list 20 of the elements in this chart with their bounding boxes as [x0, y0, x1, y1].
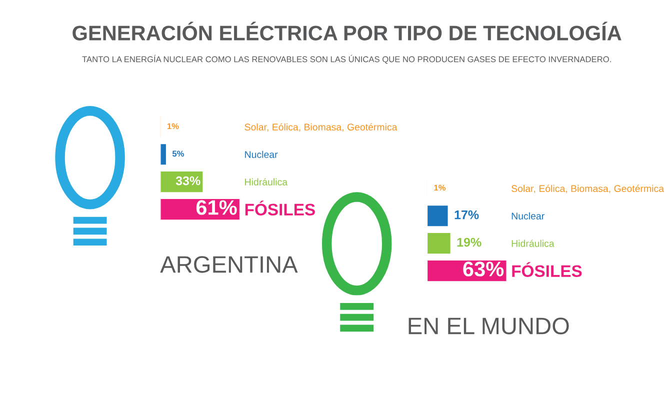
y-tick-label: Hidráulica — [512, 240, 554, 247]
y-tick-label: Nuclear — [245, 150, 278, 158]
y-tick-label: FÓSILES — [245, 200, 315, 216]
data-label: 1% — [434, 184, 446, 191]
x-axis-title: EN EL MUNDO — [408, 318, 569, 334]
text: TANTO LA ENERGÍA NUCLEAR COMO LAS RENOVABLES SON LAS ÚNICAS QUE NO PRODUCEN GASES DE EFECTO INVERNADERO. — [82, 54, 611, 64]
text: GENERACIÓN ELÉCTRICA POR TIPO DE TECNOLOGÍA — [72, 22, 622, 40]
y-tick-label: Hidráulica — [245, 178, 288, 186]
y-tick-label: FÓSILES — [512, 262, 582, 277]
y-tick-label: Nuclear — [512, 212, 544, 220]
data-label: 33% — [176, 176, 200, 186]
y-tick-label: Solar, Eólica, Biomasa, Geotérmica — [512, 184, 664, 194]
x-axis-title: ARGENTINA — [160, 256, 298, 273]
data-label: 1% — [167, 123, 179, 130]
data-label: 17% — [454, 210, 479, 220]
data-label: 63% — [463, 262, 504, 276]
y-tick-label: Solar, Eólica, Biomasa, Geotérmica — [244, 123, 398, 132]
data-label: 19% — [457, 238, 482, 247]
data-label: 5% — [172, 150, 184, 157]
data-label: 61% — [196, 200, 237, 215]
